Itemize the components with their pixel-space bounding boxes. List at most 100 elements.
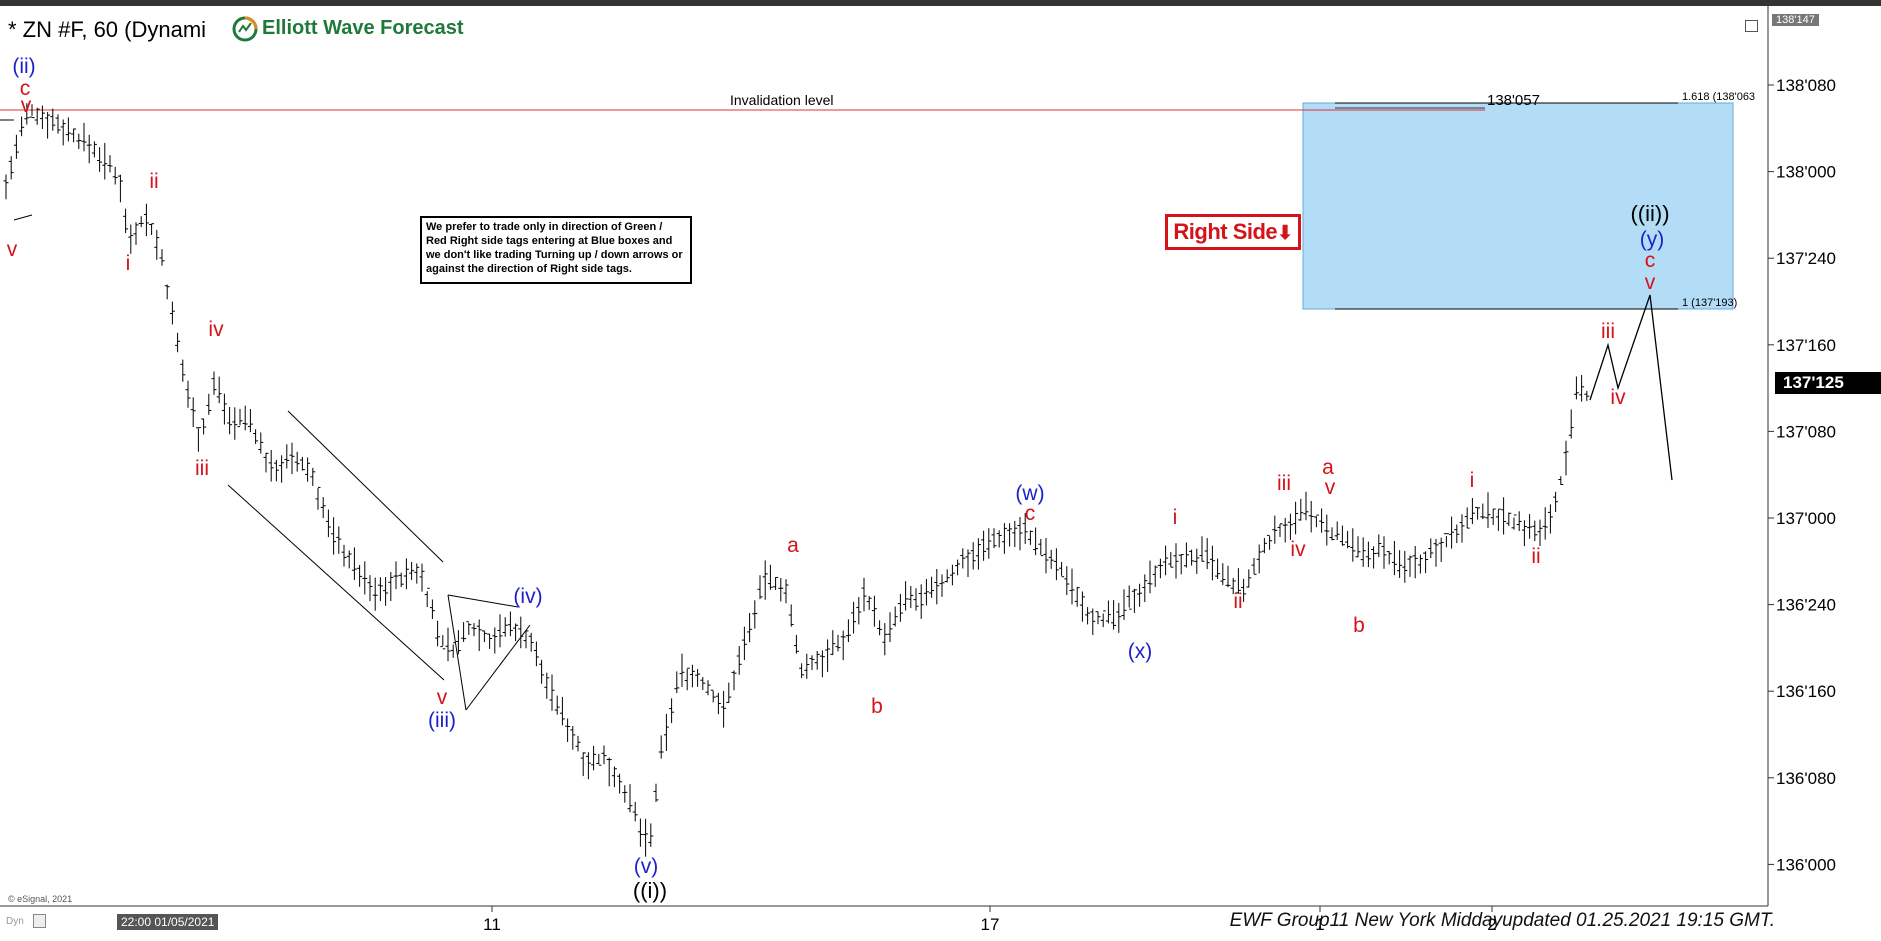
price-bar (700, 677, 706, 690)
price-bar (1261, 538, 1267, 554)
price-bar (1386, 551, 1392, 565)
wave-label: (x) (1128, 640, 1153, 663)
price-bar (1007, 523, 1013, 547)
y-tick-label: 136'160 (1776, 682, 1836, 701)
price-bar (1100, 610, 1106, 628)
price-bar (825, 639, 831, 672)
price-bar (1095, 611, 1101, 625)
price-bar (1428, 538, 1434, 559)
price-bar (471, 623, 477, 637)
price-bar (835, 634, 841, 652)
y-tick-label: 136'080 (1776, 769, 1836, 788)
price-bar (492, 627, 498, 654)
price-bar (1350, 528, 1356, 562)
price-bar (1579, 375, 1585, 402)
price-bar (1542, 507, 1548, 540)
price-bar (981, 530, 987, 561)
triangle-side-line (447, 594, 467, 711)
price-bar (138, 216, 144, 228)
price-bar (1126, 585, 1132, 610)
price-bar (1001, 523, 1007, 554)
price-bar (1178, 554, 1184, 575)
y-tick-label: 137'000 (1776, 509, 1836, 528)
price-bar (133, 222, 139, 245)
wave-label: c (1645, 249, 1656, 272)
y-axis: 138'080 138'000 137'240 137'160 137'080 137'0… (1768, 76, 1836, 874)
wave-label: c (1025, 502, 1036, 525)
price-bar (216, 376, 222, 404)
price-bar (149, 223, 155, 235)
price-bar (107, 155, 113, 173)
price-bar (845, 619, 851, 643)
wave-label: (ii) (12, 55, 35, 78)
price-bar (1277, 523, 1283, 537)
left-channel-stub (13, 214, 33, 221)
price-bar (1267, 534, 1273, 550)
price-bar (461, 622, 467, 642)
dyn-label: Dyn (6, 916, 24, 927)
price-bar (643, 818, 649, 857)
price-bar (232, 407, 238, 440)
price-bar (960, 548, 966, 569)
price-bar (331, 517, 337, 555)
price-bar (1199, 536, 1205, 562)
wave-label: iii (195, 457, 209, 480)
price-bar (1293, 501, 1299, 535)
price-bar (528, 632, 534, 652)
price-bar (637, 818, 643, 847)
price-bar (648, 823, 654, 847)
right-side-label: Right Side (1173, 219, 1278, 244)
price-bar (1152, 565, 1158, 587)
price-bar (908, 586, 914, 609)
price-bar (669, 698, 675, 724)
price-bar (851, 601, 857, 634)
wave-label: ((ii)) (1630, 201, 1669, 226)
wave-label: b (871, 695, 883, 718)
dyn-toggle-icon[interactable] (33, 914, 46, 928)
price-bar (237, 409, 243, 428)
price-bar (403, 558, 409, 590)
price-bar (1449, 516, 1455, 549)
price-bar (1407, 555, 1413, 577)
price-bar (1360, 537, 1366, 567)
price-bar (398, 572, 404, 588)
price-bar (689, 664, 695, 688)
price-bar (1485, 492, 1491, 528)
price-bar (315, 486, 321, 510)
top-border (0, 0, 1881, 6)
channel-upper-line (287, 410, 444, 563)
price-bar (783, 579, 789, 604)
copyright: © eSignal, 2021 (8, 894, 73, 904)
price-bar (190, 397, 196, 427)
price-bar (435, 620, 441, 647)
price-bar (34, 107, 40, 125)
price-bar (1235, 568, 1241, 594)
price-bar (1059, 562, 1065, 578)
price-bar (429, 599, 435, 619)
y-tick-label: 138'080 (1776, 76, 1836, 95)
price-bar (663, 713, 669, 751)
price-bar (882, 623, 888, 656)
price-bar (1506, 512, 1512, 527)
price-bar (440, 635, 446, 650)
price-bar (1064, 566, 1070, 595)
price-bar (1287, 513, 1293, 540)
window-restore-icon[interactable] (1745, 20, 1758, 32)
price-bar (809, 655, 815, 670)
price-bar (955, 559, 961, 576)
price-bar (128, 224, 134, 254)
cursor-date-tag: 22:00 01/05/2021 (117, 914, 219, 930)
down-arrow-icon: ⬇ (1277, 223, 1293, 244)
price-bar (8, 156, 14, 180)
price-bar (76, 133, 82, 149)
price-bar (1573, 376, 1579, 400)
price-bar (65, 117, 71, 142)
price-bar (336, 526, 342, 554)
price-bar (1183, 542, 1189, 568)
price-bar (1079, 591, 1085, 622)
price-bar (55, 114, 61, 134)
price-bar (180, 359, 186, 382)
price-bar (1209, 545, 1215, 581)
price-bar (13, 134, 19, 159)
